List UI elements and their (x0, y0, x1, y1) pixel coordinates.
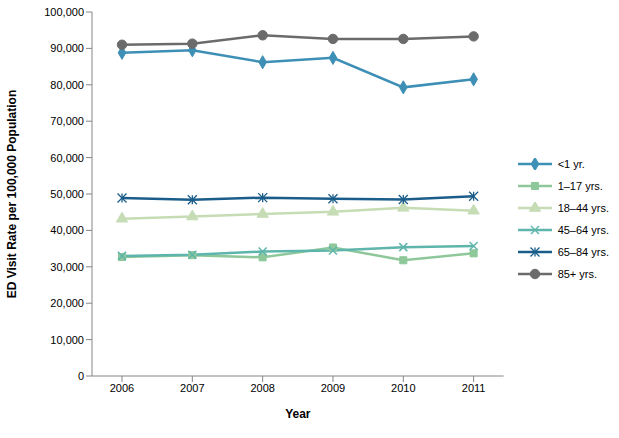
html-text:<1 yr.: <1 yr. (557, 158, 585, 170)
svg-text:2006: 2006 (110, 382, 134, 394)
svg-text:30,000: 30,000 (50, 261, 84, 273)
html-text:1–17 yrs.: 1–17 yrs. (557, 180, 603, 192)
svg-text:2008: 2008 (250, 382, 274, 394)
svg-text:2011: 2011 (462, 382, 486, 394)
html-text:18–44 yrs.: 18–44 yrs. (557, 202, 609, 214)
svg-text:Year: Year (285, 407, 311, 421)
svg-text:2010: 2010 (391, 382, 415, 394)
svg-text:60,000: 60,000 (50, 152, 84, 164)
svg-text:2007: 2007 (180, 382, 204, 394)
svg-text:20,000: 20,000 (50, 297, 84, 309)
html-text:45–64 yrs.: 45–64 yrs. (557, 224, 609, 236)
svg-text:50,000: 50,000 (50, 188, 84, 200)
svg-text:10,000: 10,000 (50, 334, 84, 346)
svg-text:70,000: 70,000 (50, 115, 84, 127)
svg-text:80,000: 80,000 (50, 79, 84, 91)
html-text:65–84 yrs.: 65–84 yrs. (557, 246, 609, 258)
svg-text:100,000: 100,000 (44, 6, 84, 18)
svg-text:2009: 2009 (321, 382, 345, 394)
svg-text:40,000: 40,000 (50, 224, 84, 236)
html-text:85+ yrs.: 85+ yrs. (557, 268, 598, 280)
svg-text:0: 0 (78, 370, 84, 382)
svg-text:90,000: 90,000 (50, 42, 84, 54)
svg-text:ED Visit Rate per 100,000 Popu: ED Visit Rate per 100,000 Population (8, 90, 19, 299)
